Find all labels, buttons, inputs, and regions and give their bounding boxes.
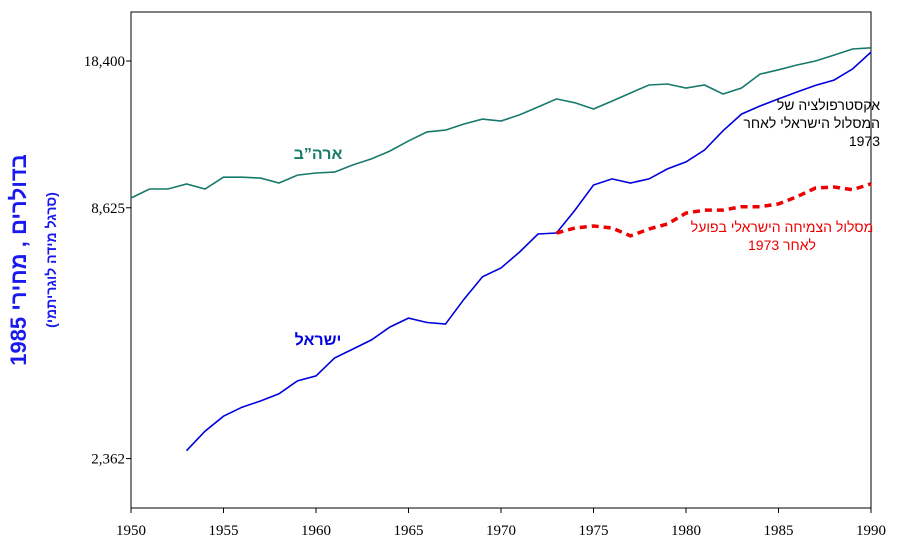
plot-frame [130,11,872,509]
series-line [555,51,872,234]
series-label: ארה”ב [293,146,343,163]
y-tick-label: 8,625 [91,201,125,217]
series-line [130,47,872,199]
series-label: ישראל [294,332,342,349]
x-tick-label: 1960 [301,523,331,539]
x-tick-label: 1975 [579,523,609,539]
y-tick-label: 2,362 [91,452,125,468]
y-axis-title: בדולרים , מחירי 1985 [6,154,31,366]
y-axis-subtitle: (סרגל מידה לוגריתמי) [43,192,59,328]
series-label: מסלול הצמיחה הישראלי בפועל לאחר 1973 [690,219,874,253]
x-tick-label: 1955 [209,523,239,539]
x-tick-label: 1985 [764,523,794,539]
series-line [556,182,872,238]
x-tick-label: 1980 [671,523,701,539]
series-line [185,232,557,452]
x-tick-label: 1950 [116,523,146,539]
x-tick-label: 1970 [486,523,516,539]
y-tick-label: 18,400 [84,54,125,70]
x-tick-label: 1990 [856,523,886,539]
x-tick-label: 1965 [394,523,424,539]
series-label: אקסטרפולציה של המסלול הישראלי לאחר 1973 [743,97,880,149]
